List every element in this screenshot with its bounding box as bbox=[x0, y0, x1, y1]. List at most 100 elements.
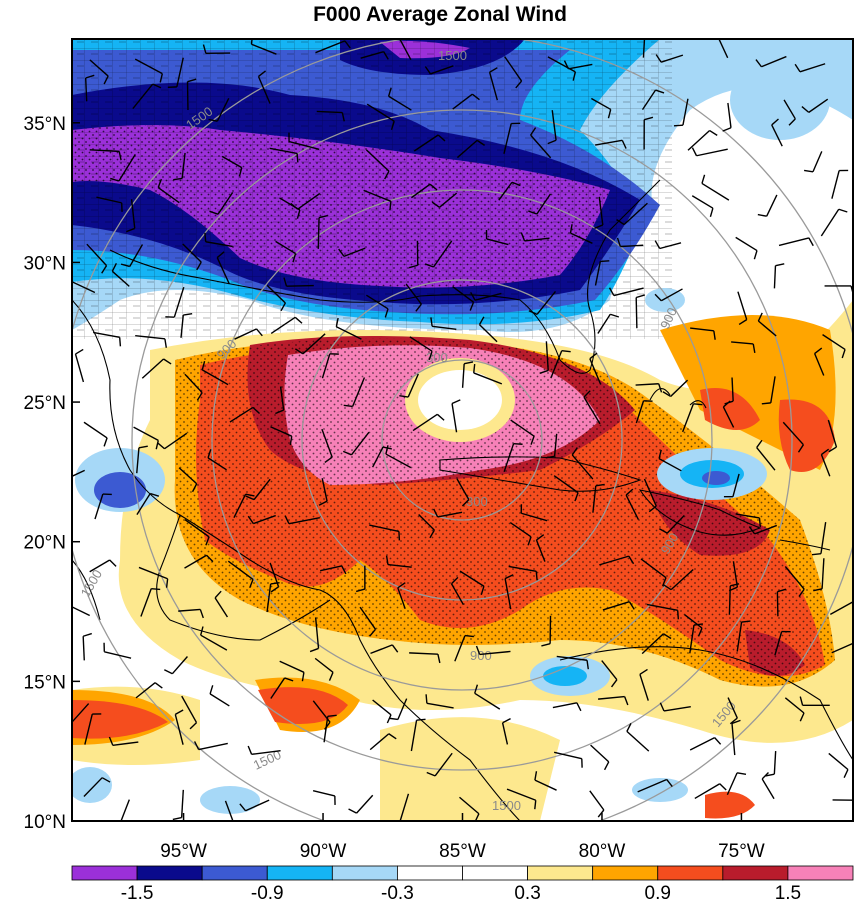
wind-barb bbox=[456, 478, 470, 507]
wind-barb bbox=[290, 192, 321, 210]
colorbar-tick-label: 0.9 bbox=[645, 883, 671, 900]
wind-barb bbox=[451, 399, 461, 433]
wind-barb bbox=[829, 601, 853, 615]
wind-barb bbox=[726, 772, 747, 796]
wind-barb bbox=[530, 127, 552, 159]
wind-barb bbox=[776, 588, 787, 617]
wind-barb bbox=[831, 169, 849, 199]
wind-barb bbox=[520, 504, 548, 522]
wind-barb bbox=[247, 514, 276, 525]
wind-barb bbox=[694, 783, 727, 800]
wind-barb bbox=[504, 56, 523, 89]
wind-barb bbox=[399, 39, 412, 61]
wind-barb bbox=[663, 569, 694, 591]
wind-barb bbox=[541, 615, 552, 647]
wind-barb bbox=[478, 316, 498, 343]
wind-barb bbox=[157, 432, 188, 450]
wind-barb bbox=[370, 644, 399, 655]
wind-barb bbox=[756, 439, 776, 471]
wind-barb bbox=[591, 97, 612, 119]
wind-barb bbox=[270, 316, 303, 334]
wind-barb bbox=[343, 377, 366, 408]
wind-barb bbox=[140, 587, 161, 617]
wind-barb bbox=[93, 331, 122, 347]
wind-barb bbox=[200, 626, 228, 651]
wind-barb bbox=[397, 582, 406, 609]
lon-tick-label: 85°W bbox=[439, 841, 486, 862]
wind-barb bbox=[454, 634, 474, 662]
wind-barb bbox=[583, 390, 601, 425]
wind-barb bbox=[178, 608, 204, 619]
wind-barb bbox=[778, 237, 814, 247]
wind-barb bbox=[89, 559, 117, 573]
wind-barb bbox=[172, 789, 185, 821]
wind-barb bbox=[409, 336, 433, 361]
ring-label: 300 bbox=[466, 494, 488, 509]
wind-barb bbox=[413, 134, 446, 152]
wind-barb bbox=[563, 60, 593, 70]
wind-barb bbox=[545, 433, 558, 459]
wind-barb bbox=[803, 151, 823, 173]
wind-barb bbox=[387, 87, 412, 111]
colorbar-tick-label: -1.5 bbox=[121, 883, 154, 900]
wind-barb bbox=[643, 478, 657, 513]
wind-barb bbox=[718, 39, 729, 59]
lon-tick-label: 90°W bbox=[300, 841, 347, 862]
wind-barb bbox=[691, 195, 714, 218]
wind-barb bbox=[508, 565, 538, 581]
wind-barb bbox=[103, 642, 132, 659]
ring-label: 1500 bbox=[438, 48, 467, 63]
wind-barb bbox=[229, 406, 261, 423]
wind-barb bbox=[209, 685, 230, 707]
wind-barb bbox=[316, 110, 345, 122]
wind-barb bbox=[550, 350, 571, 379]
wind-barb bbox=[547, 56, 577, 81]
wind-barb bbox=[360, 50, 389, 60]
wind-barb bbox=[504, 574, 514, 610]
wind-barb bbox=[640, 558, 667, 587]
wind-barb bbox=[120, 799, 130, 821]
wind-barb bbox=[761, 376, 776, 405]
wind-barb bbox=[410, 183, 438, 199]
wind-barb bbox=[279, 660, 305, 682]
wind-barb bbox=[528, 290, 557, 316]
wind-barb bbox=[616, 237, 644, 248]
wind-barb bbox=[173, 152, 186, 181]
wind-barb bbox=[385, 445, 412, 469]
wind-barb bbox=[735, 236, 758, 260]
colorbar-bin bbox=[136, 865, 203, 881]
wind-barb bbox=[283, 277, 314, 287]
wind-barb bbox=[315, 40, 351, 54]
wind-barb bbox=[598, 695, 629, 706]
wind-barb bbox=[257, 70, 271, 104]
wind-barb bbox=[723, 473, 740, 498]
colorbar-bin bbox=[331, 865, 398, 881]
wind-barb bbox=[82, 632, 92, 661]
wind-barb bbox=[811, 522, 827, 556]
wind-barb bbox=[635, 383, 663, 393]
wind-barb bbox=[813, 558, 825, 592]
colorbar-bin bbox=[722, 865, 789, 881]
wind-barb bbox=[727, 697, 738, 725]
wind-barb bbox=[553, 475, 579, 502]
wind-barb bbox=[245, 478, 271, 501]
wind-barb bbox=[461, 361, 474, 388]
wind-barb bbox=[452, 286, 475, 311]
wind-barb bbox=[820, 448, 831, 477]
wind-barb bbox=[655, 54, 684, 63]
wind-barb bbox=[689, 623, 703, 654]
wind-barb bbox=[312, 790, 336, 805]
colorbar: -1.5 -0.9 -0.3 0.3 0.9 1.5 bbox=[71, 865, 854, 900]
wind-barb bbox=[639, 668, 649, 701]
lon-tick-label: 75°W bbox=[718, 841, 765, 862]
wind-barb bbox=[294, 333, 326, 355]
wind-barb bbox=[456, 139, 485, 159]
wind-barb bbox=[186, 78, 197, 111]
colorbar-tick-label: -0.3 bbox=[381, 883, 414, 900]
wind-barb bbox=[506, 788, 537, 810]
wind-barb bbox=[642, 39, 646, 58]
wind-barb bbox=[132, 83, 162, 110]
wind-barb bbox=[135, 682, 163, 699]
wind-barb bbox=[431, 192, 458, 208]
